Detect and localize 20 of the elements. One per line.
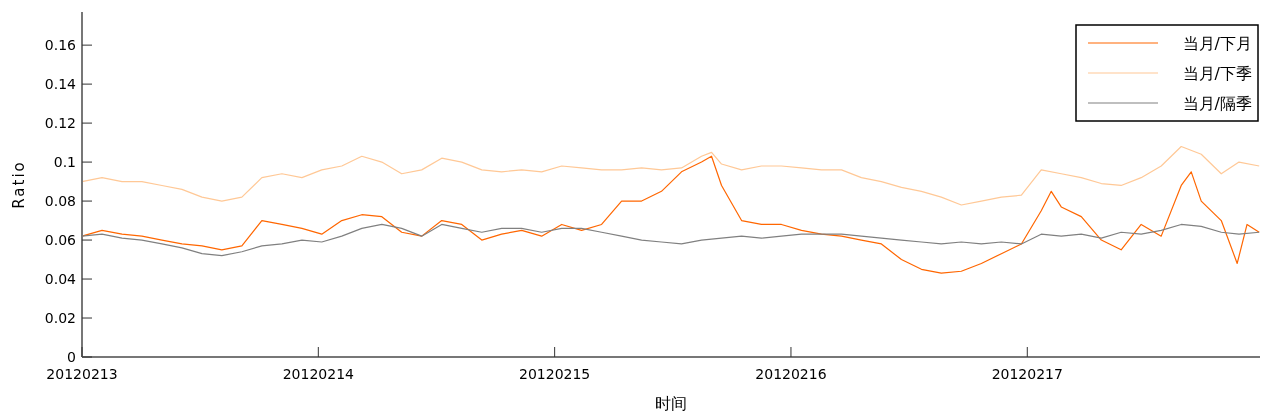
y-tick-label: 0.02 [44, 310, 76, 327]
legend-label: 当月/下季 [1182, 64, 1252, 83]
x-tick-label: 20120216 [755, 366, 827, 382]
y-tick-label: 0.14 [44, 76, 77, 93]
x-tick-label: 20120214 [282, 366, 355, 382]
y-tick-label: 0.06 [44, 232, 77, 249]
y-tick-label: 0.1 [53, 154, 76, 171]
legend-label: 当月/隔季 [1182, 94, 1252, 113]
y-axis-title: Ratio [10, 160, 28, 209]
x-tick-label: 20120217 [991, 366, 1063, 382]
y-tick-label: 0.08 [44, 193, 76, 210]
y-tick-label: 0.04 [44, 271, 77, 288]
x-tick-label: 20120213 [46, 366, 118, 382]
x-axis-title: 时间 [655, 394, 687, 413]
y-tick-label: 0.16 [44, 37, 77, 54]
x-tick-label: 20120215 [519, 366, 591, 382]
legend-label: 当月/下月 [1182, 34, 1252, 53]
y-tick-label: 0.12 [44, 115, 76, 132]
line-series [81, 145, 1260, 206]
y-tick-label: 0 [67, 349, 76, 365]
